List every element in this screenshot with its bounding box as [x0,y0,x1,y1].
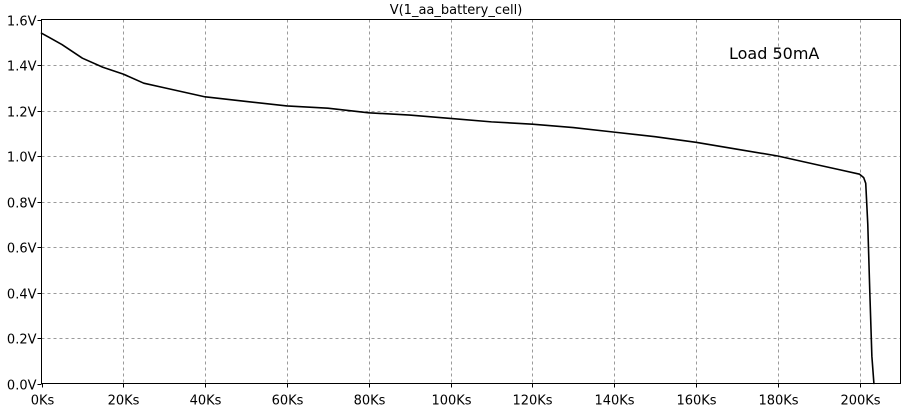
x-tick-label: 140Ks [594,394,634,409]
annotations: Load 50mA [729,44,819,63]
x-tick-label: 0Ks [31,394,55,409]
x-tick-label: 160Ks [676,394,716,409]
plot-frame [41,19,901,384]
y-tick-label: 1.0V [7,151,37,166]
y-tick-label: 0.4V [7,288,37,303]
x-tick-label: 20Ks [108,394,140,409]
y-tick-label: 1.2V [7,106,37,121]
annotation-label: Load 50mA [729,44,819,63]
x-tick-label: 120Ks [512,394,552,409]
axis-ticks: 0Ks 20Ks 40Ks 60Ks 80Ks 100Ks 120Ks 140Ks 160Ks 1… [7,15,881,409]
y-tick-label: 0.2V [7,333,37,348]
grid [41,19,901,384]
chart-title: V(1_aa_battery_cell) [390,3,523,18]
y-tick-label: 0.0V [7,379,37,394]
y-tick-label: 1.6V [7,15,37,30]
x-tick-label: 60Ks [272,394,304,409]
y-tick-label: 0.6V [7,242,37,257]
y-tick-label: 0.8V [7,197,37,212]
series-line-0 [40,32,875,385]
x-tick-label: 40Ks [190,394,222,409]
x-tick-label: 100Ks [431,394,471,409]
x-tick-label: 180Ks [758,394,798,409]
y-tick-label: 1.4V [7,60,37,75]
series-layer [40,32,875,385]
x-tick-label: 200Ks [840,394,880,409]
x-tick-label: 80Ks [354,394,386,409]
